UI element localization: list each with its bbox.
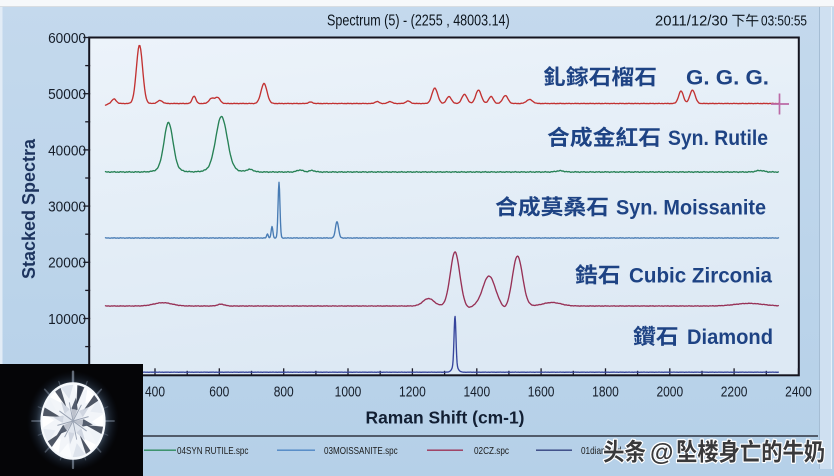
svg-text:2200: 2200 [721,383,748,400]
svg-text:Diamond: Diamond [687,325,773,349]
svg-text:02CZ.spc: 02CZ.spc [474,445,509,456]
svg-text:2000: 2000 [656,383,683,400]
svg-text:20000: 20000 [48,255,86,272]
svg-text:Spectrum (5) - (2255 , 48003.1: Spectrum (5) - (2255 , 48003.14) [327,11,510,29]
svg-text:1600: 1600 [528,383,555,400]
svg-text:Raman Shift (cm-1): Raman Shift (cm-1) [366,407,525,427]
svg-text:800: 800 [274,383,294,400]
svg-text:03MOISSANITE.spc: 03MOISSANITE.spc [324,445,398,456]
svg-text:Syn. Moissanite: Syn. Moissanite [616,196,766,220]
svg-text:04SYN RUTILE.spc: 04SYN RUTILE.spc [177,445,249,456]
svg-text:G. G. G.: G. G. G. [686,66,769,90]
svg-text:1400: 1400 [463,383,490,400]
svg-text:@: @ [650,440,673,467]
svg-text:30000: 30000 [48,199,86,216]
svg-text:Cubic Zirconia: Cubic Zirconia [629,264,773,288]
svg-text:Syn. Rutile: Syn. Rutile [668,126,768,150]
svg-text:10000: 10000 [48,311,86,328]
svg-text:Stacked Spectra: Stacked Spectra [19,138,39,279]
svg-text:1200: 1200 [399,383,426,400]
svg-text:1800: 1800 [592,383,619,400]
svg-text:600: 600 [209,383,229,400]
svg-text:50000: 50000 [48,87,86,104]
svg-text:2011/12/30: 2011/12/30 [655,14,728,30]
svg-text:40000: 40000 [48,143,86,160]
svg-text:60000: 60000 [48,30,86,47]
svg-text:1000: 1000 [335,383,362,400]
svg-text:03:50:55: 03:50:55 [761,12,807,28]
svg-text:400: 400 [145,383,165,400]
svg-text:2400: 2400 [785,383,812,400]
